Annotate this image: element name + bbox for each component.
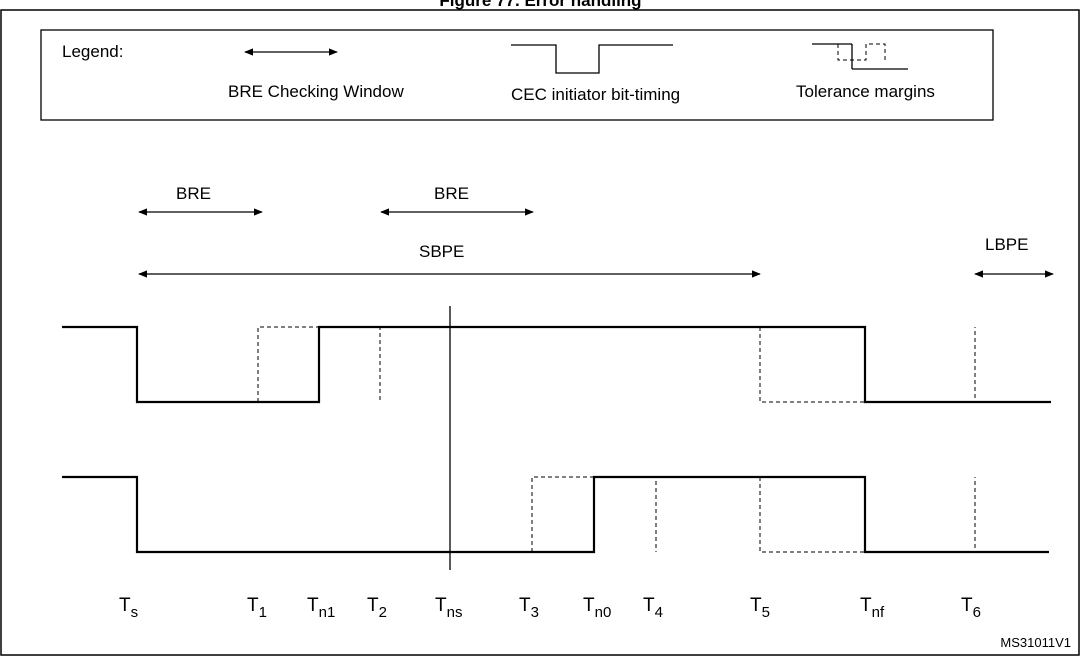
svg-text:Tn1: Tn1 bbox=[307, 595, 335, 621]
bit-timing-waveform-icon bbox=[511, 44, 673, 74]
time-marker-t6: T6 bbox=[961, 595, 981, 621]
time-marker-sub: n0 bbox=[595, 604, 612, 621]
time-marker-sub: 4 bbox=[655, 604, 663, 621]
time-marker-base: T bbox=[367, 595, 379, 616]
svg-text:T2: T2 bbox=[367, 595, 387, 621]
time-marker-sub: 5 bbox=[762, 604, 770, 621]
time-marker-tn0: Tn0 bbox=[583, 595, 611, 621]
time-marker-sub: n1 bbox=[319, 604, 336, 621]
tolerance-margin-icon bbox=[812, 43, 908, 70]
time-marker-tnf: Tnf bbox=[860, 595, 885, 621]
svg-text:Tnf: Tnf bbox=[860, 595, 885, 621]
waveform-logical-1-bit bbox=[62, 325, 1051, 404]
time-marker-t1: T1 bbox=[247, 595, 267, 621]
time-marker-ts: Ts bbox=[119, 595, 138, 621]
time-marker-sub: 1 bbox=[259, 604, 267, 621]
time-marker-t2: T2 bbox=[367, 595, 387, 621]
figure-ref-id: MS31011V1 bbox=[1000, 635, 1071, 650]
figure-border bbox=[0, 9, 1080, 656]
bre-label-1: BRE bbox=[176, 184, 211, 203]
waveform-logical-0-bit bbox=[62, 475, 1049, 554]
legend-heading: Legend: bbox=[62, 42, 123, 61]
time-marker-base: T bbox=[643, 595, 655, 616]
svg-text:Tn0: Tn0 bbox=[583, 595, 611, 621]
time-marker-base: T bbox=[435, 595, 447, 616]
sbpe-label: SBPE bbox=[419, 242, 464, 261]
figure-title: Figure 77. Error handling bbox=[439, 0, 642, 10]
svg-text:Ts: Ts bbox=[119, 595, 138, 621]
svg-text:T5: T5 bbox=[750, 595, 770, 621]
time-marker-base: T bbox=[750, 595, 762, 616]
svg-text:Tns: Tns bbox=[435, 595, 462, 621]
bre-label-2: BRE bbox=[434, 184, 469, 203]
time-marker-sub: nf bbox=[872, 604, 885, 621]
time-marker-base: T bbox=[247, 595, 259, 616]
time-marker-sub: ns bbox=[447, 604, 463, 621]
time-marker-tns: Tns bbox=[435, 595, 462, 621]
time-marker-sub: s bbox=[131, 604, 139, 621]
time-marker-base: T bbox=[307, 595, 319, 616]
svg-text:T1: T1 bbox=[247, 595, 267, 621]
time-marker-sub: 6 bbox=[973, 604, 981, 621]
time-marker-base: T bbox=[119, 595, 131, 616]
legend-box: Legend: BRE Checking Window CEC initiato… bbox=[40, 29, 994, 121]
time-marker-t5: T5 bbox=[750, 595, 770, 621]
time-marker-base: T bbox=[860, 595, 872, 616]
time-marker-t4: T4 bbox=[643, 595, 663, 621]
time-marker-tn1: Tn1 bbox=[307, 595, 335, 621]
time-marker-base: T bbox=[519, 595, 531, 616]
time-marker-base: T bbox=[961, 595, 973, 616]
time-marker-t3: T3 bbox=[519, 595, 539, 621]
legend-item-cec-initiator-bit-timing: CEC initiator bit-timing bbox=[511, 85, 680, 104]
svg-text:T3: T3 bbox=[519, 595, 539, 621]
lbpe-label: LBPE bbox=[985, 235, 1028, 254]
legend-item-tolerance-margins: Tolerance margins bbox=[796, 82, 935, 101]
legend-item-bre-checking-window: BRE Checking Window bbox=[228, 82, 404, 101]
time-marker-base: T bbox=[583, 595, 595, 616]
svg-text:T6: T6 bbox=[961, 595, 981, 621]
time-marker-sub: 3 bbox=[531, 604, 539, 621]
time-marker-sub: 2 bbox=[379, 604, 387, 621]
svg-text:T4: T4 bbox=[643, 595, 663, 621]
